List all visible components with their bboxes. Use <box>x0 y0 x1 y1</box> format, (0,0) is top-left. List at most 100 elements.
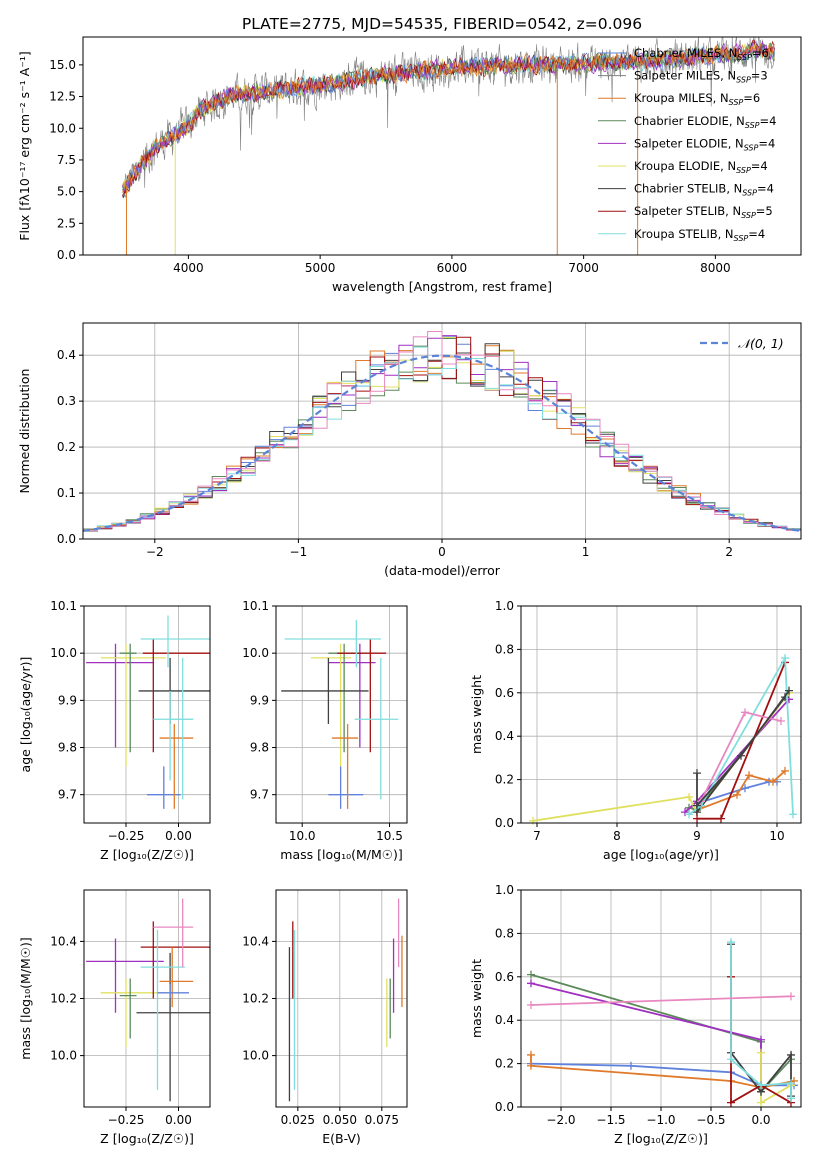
y-axis-label: mass weight <box>469 675 484 754</box>
legend-entry-count: =6 <box>743 91 760 105</box>
errorbar-point <box>337 639 387 753</box>
weight-marker <box>685 792 693 801</box>
legend-entry-name: Kroupa STELIB, N <box>634 227 734 241</box>
spectrum-line-kroupa-miles <box>122 43 775 193</box>
plot-area <box>276 605 407 823</box>
plot-area <box>84 890 210 1107</box>
errorbar-point <box>100 643 166 767</box>
legend-entry-count: =4 <box>758 136 775 150</box>
legend-entry-name: Kroupa MILES, N <box>634 91 729 105</box>
weight-marker <box>527 1050 535 1059</box>
plot-area <box>521 605 801 825</box>
weight-marker <box>527 1061 535 1070</box>
y-tick-label: 10.0 <box>50 646 77 660</box>
panel-weight_vs_age: 7 8 9 10 0.0 0.2 0.4 0.6 0.8 1.0 age [log₁₀(age/yr… <box>469 599 802 862</box>
legend-entry-subscript: SSP <box>742 189 757 198</box>
y-tick-label: 0.8 <box>495 642 514 656</box>
errorbar-point <box>136 952 210 1102</box>
x-tick-label: 8 <box>613 829 621 843</box>
y-tick-label: 10.2 <box>50 992 77 1006</box>
x-tick-label: 0.0 <box>751 1113 770 1127</box>
weight-marker <box>741 784 749 793</box>
x-tick-label: 0.075 <box>365 1113 399 1127</box>
plot-area <box>82 323 802 540</box>
y-tick-label: 10.2 <box>242 992 269 1006</box>
legend-entry-subscript: SSP <box>744 143 759 152</box>
y-tick-label: 9.7 <box>58 788 77 802</box>
legend-entry-subscript: SSP <box>734 234 749 243</box>
errorbar-point <box>153 690 194 781</box>
x-axis-label: E(B-V) <box>322 1131 361 1146</box>
legend-entry: Salpeter STELIB, NSSP=5 <box>634 204 773 220</box>
x-tick-label: 0.00 <box>165 1113 192 1127</box>
legend-entry-name: Chabrier STELIB, N <box>634 182 742 196</box>
y-tick-label: 9.8 <box>58 741 77 755</box>
panel-weight_vs_Z: −2.0 −1.5 −1.0 −0.5 0.0 0.0 0.2 0.4 0.6 0.8 1.0 Z [… <box>469 883 802 1146</box>
x-axis-label: mass [log₁₀(M/M☉)] <box>280 847 402 862</box>
x-tick-label: 6000 <box>437 261 468 275</box>
legend-entry: 𝒩(0, 1) <box>738 336 784 351</box>
legend-entry: Kroupa ELODIE, NSSP=4 <box>634 159 768 175</box>
errorbar-point <box>331 723 359 809</box>
errorbar-point <box>86 938 164 1013</box>
legend-entry-subscript: SSP <box>737 53 752 62</box>
legend-entry-name: Chabrier ELODIE, N <box>634 114 745 128</box>
x-tick-label: 5000 <box>305 261 336 275</box>
weight-marker <box>745 771 753 780</box>
y-axis-label: mass [log₁₀(M/M☉)] <box>18 937 33 1059</box>
weight-marker <box>527 1001 535 1010</box>
errorbar-point <box>170 657 194 800</box>
figure-title: PLATE=2775, MJD=54535, FIBERID=0542, z=0… <box>242 15 642 33</box>
y-tick-label: 5.0 <box>57 185 76 199</box>
x-axis-label: Z [log₁₀(Z/Z☉)] <box>100 1131 194 1146</box>
plot-area <box>276 890 407 1107</box>
legend-entry-subscript: SSP <box>741 211 756 220</box>
legend-entry: Chabrier STELIB, NSSP=4 <box>634 182 774 198</box>
y-tick-label: 0.6 <box>495 970 514 984</box>
y-tick-label: 12.5 <box>49 90 76 104</box>
errorbar-point <box>328 643 376 748</box>
x-axis-label: Z [log₁₀(Z/Z☉)] <box>100 847 194 862</box>
legend-entry-name: Kroupa ELODIE, N <box>634 159 736 173</box>
legend-entry-subscript: SSP <box>736 76 751 85</box>
legend-entry: Chabrier ELODIE, NSSP=4 <box>634 114 776 130</box>
x-tick-label: 9 <box>693 829 701 843</box>
errorbar-point <box>159 947 194 1008</box>
errorbar-point <box>159 723 194 809</box>
x-tick-label: 10 <box>769 829 784 843</box>
y-tick-label: 0.3 <box>57 394 76 408</box>
panel-spectrum: 4000 5000 6000 7000 8000 0.0 2.5 5.0 7.5 10.0 12.5… <box>17 36 802 294</box>
x-tick-label: 10.5 <box>376 829 403 843</box>
weight-marker <box>787 1094 795 1103</box>
x-tick-label: 2 <box>725 545 733 559</box>
x-tick-label: 1 <box>582 545 590 559</box>
errorbar-point <box>86 643 154 748</box>
y-axis-label: age [log₁₀(age/yr)] <box>18 657 33 773</box>
errorbar-point <box>284 620 381 668</box>
x-tick-label: 7 <box>533 829 541 843</box>
legend-entry-count: =6 <box>752 46 769 60</box>
panel-residuals: −2 −1 0 1 2 0.0 0.1 0.2 0.3 0.4 (data-model)/error… <box>17 322 802 578</box>
y-tick-label: 0.0 <box>495 816 514 830</box>
y-tick-label: 10.1 <box>242 599 269 613</box>
legend-entry-name: Salpeter ELODIE, N <box>634 136 744 150</box>
weight-marker <box>717 814 725 823</box>
legend-entry: Salpeter ELODIE, NSSP=4 <box>634 136 775 152</box>
y-tick-label: 1.0 <box>495 883 514 897</box>
y-tick-label: 9.9 <box>58 693 77 707</box>
legend-entry-subscript: SSP <box>729 98 744 107</box>
normal-reference-curve <box>82 354 802 532</box>
weight-marker <box>757 1098 765 1107</box>
y-tick-label: 0.2 <box>495 1057 514 1071</box>
y-tick-label: 9.7 <box>250 788 269 802</box>
weight-line <box>688 654 794 816</box>
y-axis-label: Flux [fλ10⁻¹⁷ erg cm⁻² s⁻¹ A⁻¹] <box>17 51 32 240</box>
y-tick-label: 0.4 <box>495 729 514 743</box>
weight-marker <box>769 777 777 786</box>
weight-marker <box>737 751 745 760</box>
weight-marker <box>693 801 701 810</box>
x-tick-label: 8000 <box>700 261 731 275</box>
weight-marker <box>757 1081 765 1090</box>
weight-marker <box>727 1098 735 1107</box>
